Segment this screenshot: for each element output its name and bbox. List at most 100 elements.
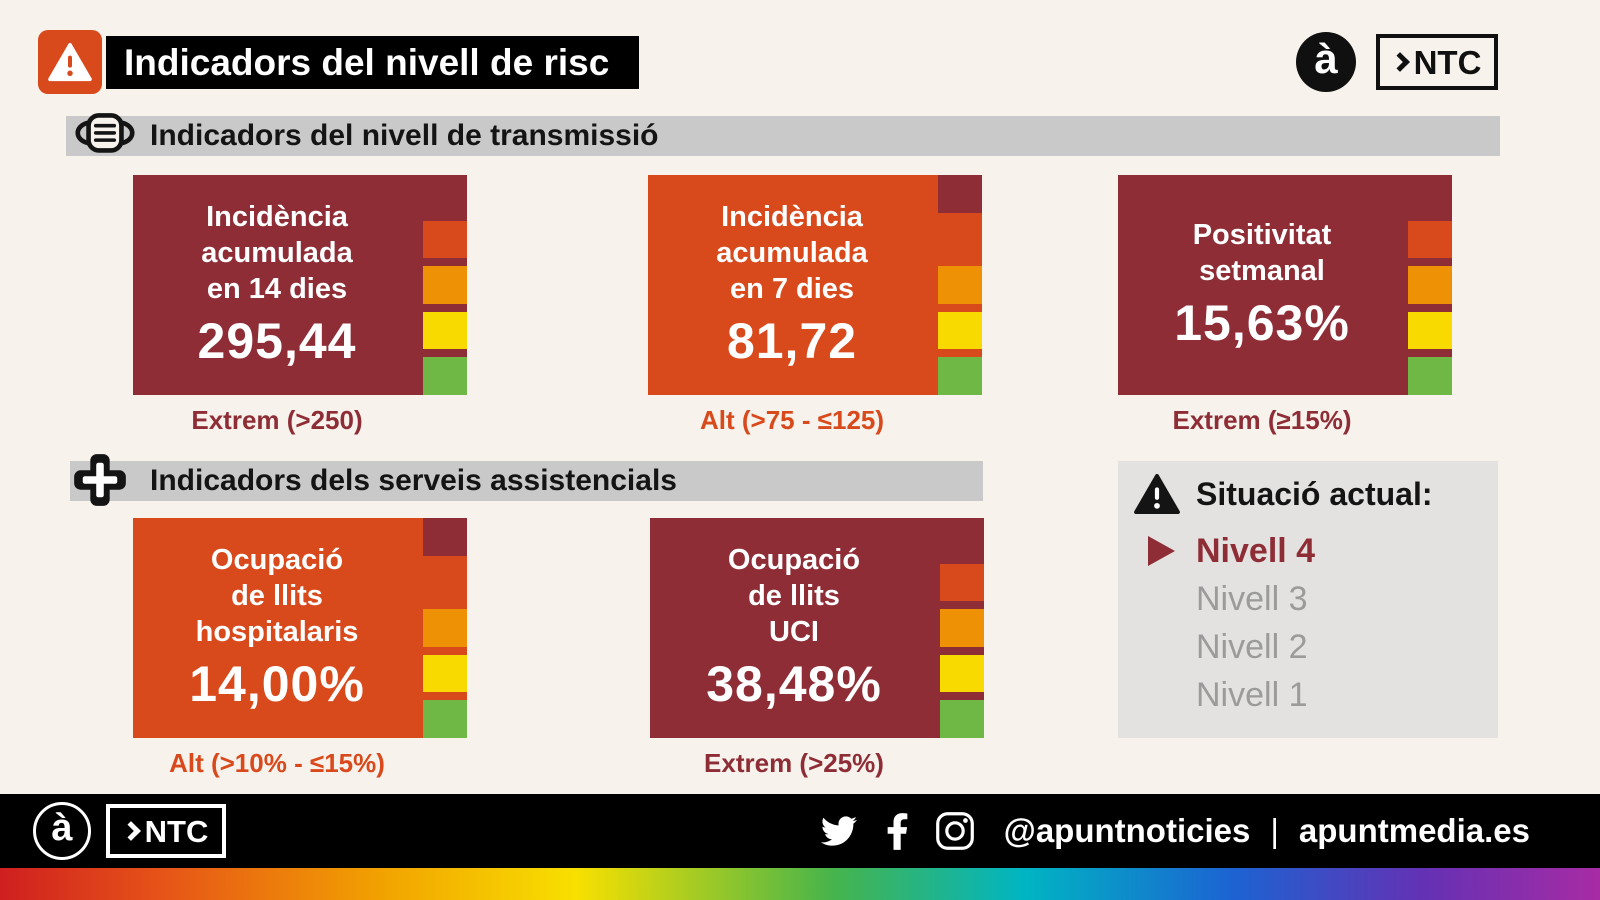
apunt-logo-letter: à xyxy=(1314,34,1338,82)
face-mask-icon xyxy=(68,107,142,170)
page-title-bar: Indicadors del nivell de risc xyxy=(106,36,640,89)
card-text: Ocupació de llits hospitalaris 14,00% xyxy=(133,518,421,738)
scale-swatch-4 xyxy=(1408,311,1452,350)
card-risk-label: Alt (>75 - ≤125) xyxy=(699,405,885,435)
scale-swatch-5 xyxy=(938,357,982,395)
twitter-icon xyxy=(818,813,860,849)
situation-title: Situació actual: xyxy=(1196,475,1433,512)
card-title: Ocupació de llits hospitalaris xyxy=(195,544,359,648)
section-transmission-title: Indicadors del nivell de transmissió xyxy=(150,119,659,152)
apunt-logo-letter: à xyxy=(51,807,73,849)
chevron-right-icon xyxy=(1389,52,1410,72)
ntc-logo-label: NTC xyxy=(1413,43,1482,81)
card-body: Ocupació de llits UCI 38,48% xyxy=(650,518,984,738)
level-label: Nivell 4 xyxy=(1196,532,1316,570)
scale-swatch-1 xyxy=(938,175,982,213)
card-body: Positivitat setmanal 15,63% xyxy=(1118,175,1452,395)
risk-scale xyxy=(423,518,467,738)
card-text: Incidència acumulada en 7 dies 81,72 xyxy=(648,175,936,395)
situation-panel: Situació actual: Nivell 4 Nivell 3 Nivel… xyxy=(1118,461,1498,738)
footer-separator: | xyxy=(1270,812,1279,849)
scale-swatch-5 xyxy=(940,700,984,738)
card-title: Ocupació de llits UCI xyxy=(727,544,861,648)
scale-swatch-1 xyxy=(423,518,467,556)
section-services-header: Indicadors dels serveis assistencials xyxy=(70,454,983,506)
card-incidencia-14-dies: Incidència acumulada en 14 dies 295,44 E… xyxy=(133,175,467,436)
level-item-4: Nivell 4 xyxy=(1148,527,1498,575)
page-title: Indicadors del nivell de risc xyxy=(124,41,610,83)
card-body: Incidència acumulada en 7 dies 81,72 xyxy=(648,175,982,395)
apunt-logo-footer: à xyxy=(33,802,91,860)
risk-scale xyxy=(1408,175,1452,395)
scale-swatch-5 xyxy=(1408,357,1452,395)
card-body: Incidència acumulada en 14 dies 295,44 xyxy=(133,175,467,395)
current-level-marker xyxy=(1148,536,1175,566)
scale-swatch-4 xyxy=(940,654,984,693)
scale-swatch-3 xyxy=(423,266,467,304)
card-risk-label: Extrem (≥15%) xyxy=(1172,405,1352,435)
scale-swatch-1 xyxy=(1408,175,1452,213)
card-value: 15,63% xyxy=(1174,294,1350,351)
scale-swatch-3 xyxy=(423,609,467,647)
scale-swatch-3 xyxy=(940,609,984,647)
social-handle: @apuntnoticies xyxy=(1003,812,1251,849)
scale-swatch-2 xyxy=(940,563,984,602)
card-text: Positivitat setmanal 15,63% xyxy=(1118,175,1406,395)
scale-swatch-2 xyxy=(1408,220,1452,259)
card-incidencia-7-dies: Incidència acumulada en 7 dies 81,72 Alt… xyxy=(648,175,982,436)
card-text: Ocupació de llits UCI 38,48% xyxy=(650,518,938,738)
risk-warning-badge xyxy=(38,30,102,94)
scale-swatch-5 xyxy=(423,700,467,738)
scale-swatch-3 xyxy=(938,266,982,304)
ntc-logo: NTC xyxy=(1376,34,1498,90)
card-value: 295,44 xyxy=(197,312,357,369)
card-value: 81,72 xyxy=(726,312,858,369)
card-risk-label: Alt (>10% - ≤15%) xyxy=(169,748,385,778)
scale-swatch-2 xyxy=(423,563,467,602)
card-positivitat-setmanal: Positivitat setmanal 15,63% Extrem (≥15%… xyxy=(1118,175,1452,436)
card-value: 14,00% xyxy=(189,655,365,712)
scale-swatch-1 xyxy=(940,518,984,556)
section-services-title: Indicadors dels serveis assistencials xyxy=(150,464,677,497)
level-label: Nivell 2 xyxy=(1196,628,1308,666)
scale-swatch-2 xyxy=(423,220,467,259)
level-item-3: Nivell 3 xyxy=(1196,575,1498,623)
rainbow-strip xyxy=(0,868,1600,900)
card-risk-label: Extrem (>25%) xyxy=(704,748,884,778)
scale-swatch-5 xyxy=(423,357,467,395)
ntc-logo-label: NTC xyxy=(144,813,209,849)
instagram-icon xyxy=(935,811,975,851)
scale-swatch-2 xyxy=(938,220,982,259)
scale-swatch-3 xyxy=(1408,266,1452,304)
scale-swatch-4 xyxy=(423,311,467,350)
card-title: Positivitat setmanal xyxy=(1192,219,1332,287)
card-title: Incidència acumulada en 14 dies xyxy=(201,201,353,305)
situation-header: Situació actual: xyxy=(1118,461,1498,515)
card-ocupacio-llits-uci: Ocupació de llits UCI 38,48% Extrem (>25… xyxy=(650,518,984,779)
level-label: Nivell 1 xyxy=(1196,676,1308,714)
website-url: apuntmedia.es xyxy=(1298,812,1530,849)
scale-swatch-1 xyxy=(423,175,467,213)
chevron-right-icon xyxy=(120,821,141,841)
medical-cross-icon xyxy=(72,452,128,513)
card-ocupacio-llits-hospitalaris: Ocupació de llits hospitalaris 14,00% Al… xyxy=(133,518,467,779)
risk-scale xyxy=(938,175,982,395)
levels-list: Nivell 4 Nivell 3 Nivell 2 Nivell 1 xyxy=(1118,527,1498,719)
apunt-logo: à xyxy=(1296,32,1356,92)
risk-scale xyxy=(423,175,467,395)
level-label: Nivell 3 xyxy=(1196,580,1308,618)
section-transmission-header: Indicadors del nivell de transmissió xyxy=(66,113,1500,156)
level-item-1: Nivell 1 xyxy=(1196,671,1498,719)
card-risk-label: Extrem (>250) xyxy=(191,405,363,435)
facebook-icon xyxy=(886,812,909,850)
footer-bar: à NTC @apuntnoticies | apuntmedia.es xyxy=(0,794,1600,868)
warning-triangle-icon xyxy=(1134,473,1180,515)
risk-scale xyxy=(940,518,984,738)
level-item-2: Nivell 2 xyxy=(1196,623,1498,671)
warning-triangle-icon xyxy=(48,42,92,82)
ntc-logo-footer: NTC xyxy=(106,804,226,858)
card-body: Ocupació de llits hospitalaris 14,00% xyxy=(133,518,467,738)
card-text: Incidència acumulada en 14 dies 295,44 xyxy=(133,175,421,395)
scale-swatch-4 xyxy=(423,654,467,693)
